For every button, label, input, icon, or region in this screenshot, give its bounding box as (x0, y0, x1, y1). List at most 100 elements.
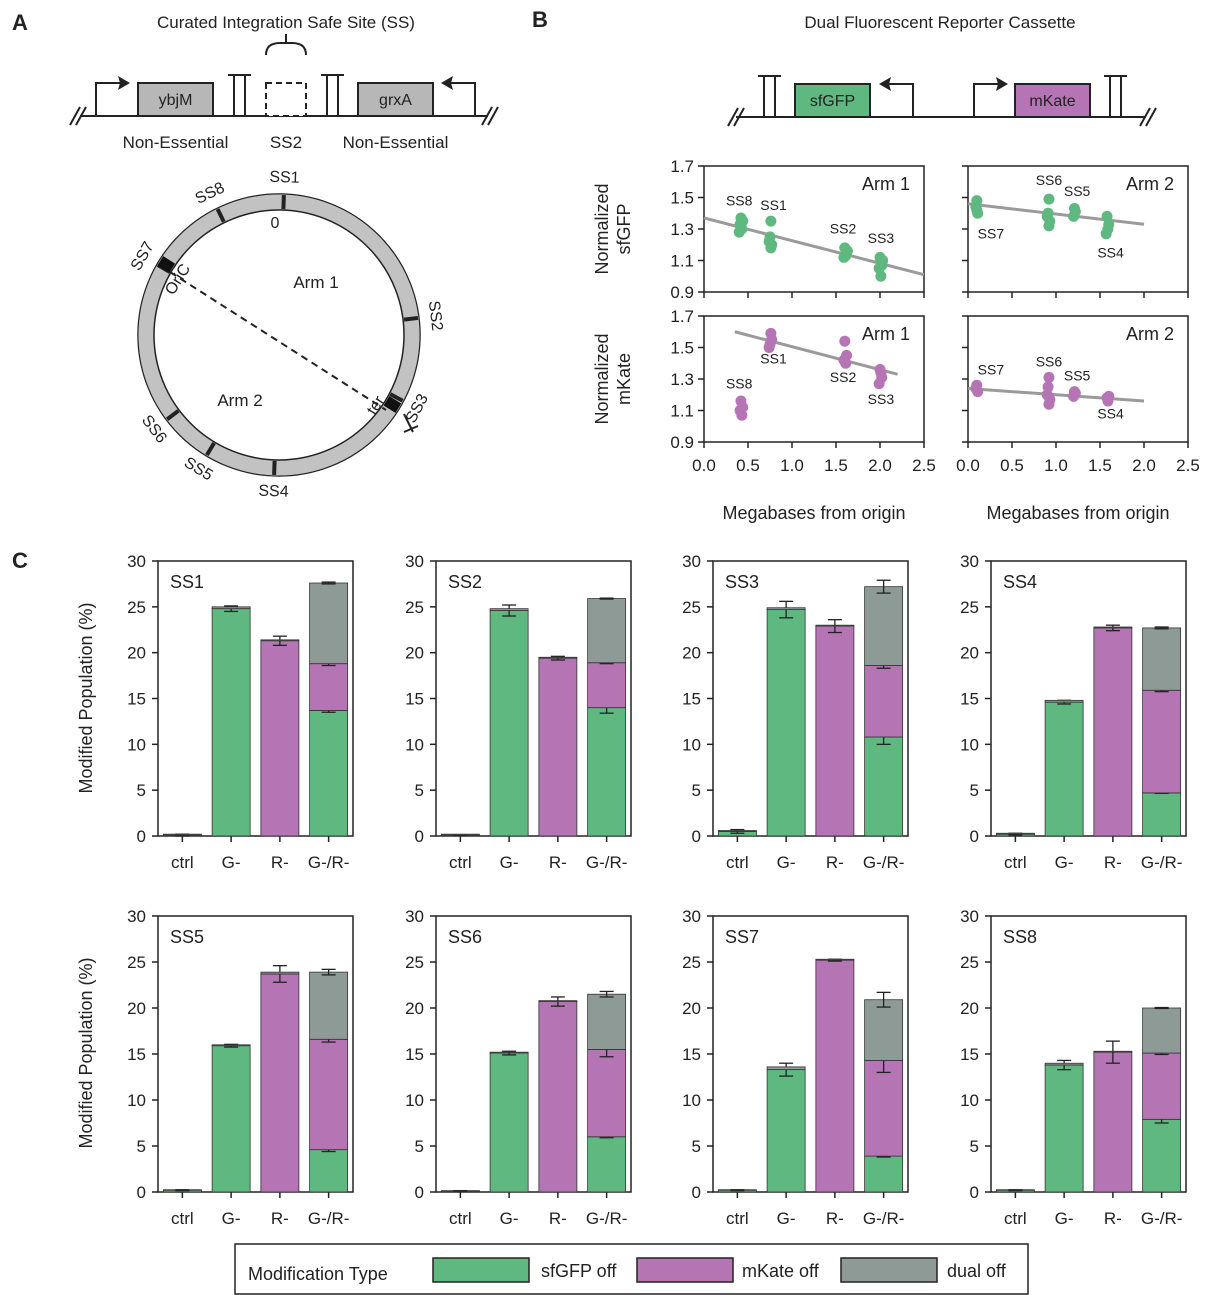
cassette-promoter-left-icon (879, 77, 891, 91)
y-tick-label: 0 (692, 827, 701, 846)
bar-segment-dual-off (211, 606, 251, 610)
arm2-label: Arm 2 (217, 391, 262, 410)
cassette-terminator-right-icon (1104, 75, 1127, 117)
y-tick-label: 20 (405, 644, 424, 663)
ring-label-ss3: SS3 (403, 391, 432, 426)
y-tick-label: 5 (692, 781, 701, 800)
y-tick-label: 15 (127, 690, 146, 709)
ring-label-ss7: SS7 (128, 239, 158, 274)
data-point (1041, 389, 1053, 401)
y-tick-label: 25 (682, 953, 701, 972)
ring-label-ss2: SS2 (425, 300, 446, 332)
x-tick-label: 1.5 (824, 456, 848, 475)
promoter-arrow-right (447, 82, 476, 116)
bar-segment-dual-off (489, 1051, 529, 1054)
x-tick-label: G- (1055, 1209, 1074, 1228)
scatter-ylabel-bottom-line2: mKate (614, 353, 634, 405)
data-point (735, 221, 747, 233)
y-tick-label: 10 (127, 1091, 146, 1110)
y-tick-label: 1.5 (670, 339, 694, 358)
y-tick-label: 10 (127, 735, 146, 754)
x-tick-label: 0.5 (736, 456, 760, 475)
ring-tick-ss2 (403, 315, 419, 322)
data-point (1100, 228, 1112, 240)
fit-line (967, 386, 1145, 403)
x-tick-label: G-/R- (586, 853, 628, 872)
ring-label-ss8: SS8 (193, 179, 228, 208)
x-tick-label: G- (500, 853, 519, 872)
data-point (1043, 398, 1055, 410)
y-tick-label: 0.9 (670, 283, 694, 302)
scatter-chart-3: 0.9 1.1 1.3 1.5 1.7 0.0 0.5 1.0 1.5 2.0 2.5 SS8 SS1 S… (670, 307, 935, 475)
bar-segment-mKate-off (538, 1001, 578, 1193)
x-tick-label: 2.0 (868, 456, 892, 475)
cassette-promoter-right-icon (996, 77, 1008, 91)
bar-segment-sfGFP-off (489, 1052, 529, 1193)
bar-segment-sfGFP-off (309, 1149, 349, 1193)
legend-swatch-dual-off (840, 1257, 938, 1283)
bar-segment-sfGFP-off (766, 609, 806, 837)
point-label-ss8: SS8 (726, 375, 753, 391)
y-tick-label: 5 (692, 1137, 701, 1156)
y-tick-label: 1.1 (670, 402, 694, 421)
scatter-frame (967, 315, 1189, 443)
x-tick-label: G-/R- (308, 853, 350, 872)
gene-label-grxa: grxA (379, 92, 412, 109)
x-tick-label: G- (777, 1209, 796, 1228)
scatter-xlabel-right: Megabases from origin (986, 503, 1169, 523)
panel-b-title: Dual Fluorescent Reporter Cassette (804, 13, 1075, 32)
y-tick-label: 20 (960, 999, 979, 1018)
y-tick-label: 25 (405, 953, 424, 972)
y-tick-label: 20 (127, 999, 146, 1018)
fit-line (967, 202, 1145, 226)
bar-segment-mKate-off (1093, 1051, 1133, 1193)
y-tick-label: 30 (127, 552, 146, 571)
x-tick-label: R- (271, 1209, 289, 1228)
bar-segment-mKate-off (587, 1049, 627, 1138)
point-label-ss1: SS1 (760, 350, 787, 366)
data-point (1043, 371, 1055, 383)
x-tick-label: 0.0 (692, 456, 716, 475)
y-tick-label: 30 (682, 552, 701, 571)
y-tick-label: 0 (415, 827, 424, 846)
terminator-left-icon (228, 74, 251, 116)
cassette-promoter-right (973, 83, 1002, 117)
point-label-ss3: SS3 (868, 391, 895, 407)
data-point (841, 245, 853, 257)
y-tick-label: 15 (960, 1045, 979, 1064)
scatter-ylabel-top-line1: Normalized (592, 183, 612, 274)
scatter-ylabel-bottom-line1: Normalized (592, 333, 612, 424)
insertion-brace (265, 34, 307, 56)
bar-chart-title: SS8 (1003, 927, 1037, 947)
site-box-ss2 (265, 82, 307, 117)
promoter-arrowhead-left-icon (118, 76, 130, 90)
bar-segment-dual-off (538, 1000, 578, 1002)
y-tick-label: 1.7 (670, 307, 694, 326)
bar-segment-sfGFP-off (211, 608, 251, 837)
y-tick-label: 5 (137, 781, 146, 800)
ter-marker (383, 396, 402, 413)
x-tick-label: ctrl (1004, 1209, 1027, 1228)
y-tick-label: 0 (137, 827, 146, 846)
y-tick-label: 30 (405, 552, 424, 571)
bar-segment-dual-off (1044, 1062, 1084, 1066)
y-tick-label: 0.9 (670, 433, 694, 452)
bar-segment-mKate-off (815, 959, 855, 1193)
bar-segment-dual-off (489, 608, 529, 611)
y-tick-label: 20 (127, 644, 146, 663)
point-label-ss4: SS4 (1097, 244, 1124, 260)
bar-segment-dual-off (766, 1066, 806, 1071)
bar-segment-dual-off (995, 832, 1035, 835)
point-label-ss1: SS1 (760, 197, 787, 213)
x-tick-label: R- (826, 1209, 844, 1228)
data-point (1069, 206, 1081, 218)
gene-box-mkate (1014, 83, 1091, 118)
x-tick-label: R- (1104, 853, 1122, 872)
point-label-ss4: SS4 (1097, 405, 1124, 421)
scatter-chart-1: 0.9 1.1 1.3 1.5 1.7 SS8 SS1 SS2 SS3 Arm 1 (670, 157, 925, 302)
bar-segment-dual-off (864, 999, 904, 1061)
bar-segment-mKate-off (538, 657, 578, 837)
x-tick-label: G- (222, 1209, 241, 1228)
